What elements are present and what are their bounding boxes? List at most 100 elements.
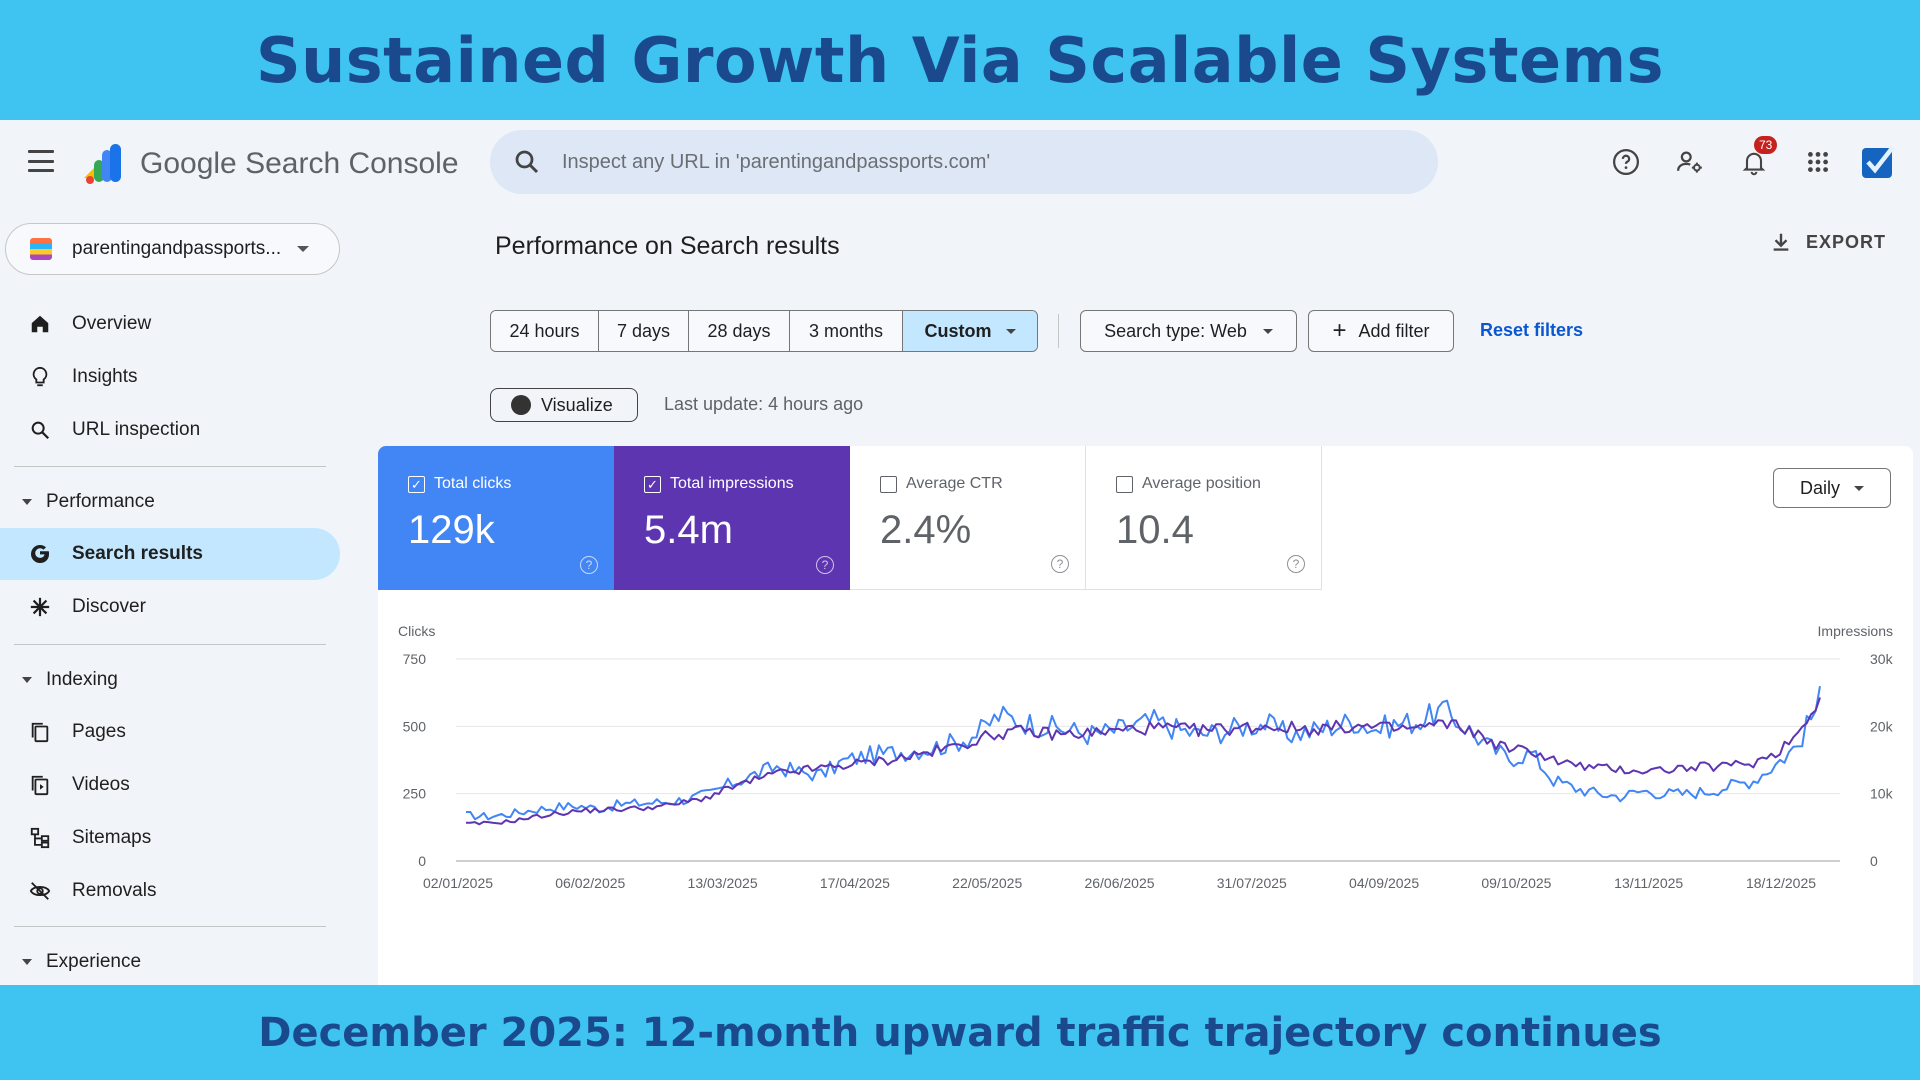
- sidebar-item-url-inspection[interactable]: URL inspection: [0, 404, 340, 456]
- x-tick-label: 04/09/2025: [1349, 875, 1419, 891]
- section-indexing[interactable]: Indexing: [0, 660, 340, 700]
- property-selector[interactable]: parentingandpassports...: [5, 223, 340, 275]
- banner-caption: December 2025: 12-month upward traffic t…: [258, 1009, 1662, 1056]
- notifications-icon[interactable]: 73: [1734, 136, 1778, 182]
- metric-value: 2.4%: [880, 508, 972, 552]
- property-favicon: [30, 238, 52, 260]
- visualize-icon: [511, 395, 531, 415]
- y-right-tick-label: 10k: [1870, 786, 1894, 802]
- sidebar-item-label: URL inspection: [72, 419, 201, 440]
- section-label: Performance: [46, 491, 155, 512]
- sidebar-item-pages[interactable]: Pages: [0, 706, 340, 758]
- y-left-axis-label: Clicks: [398, 623, 435, 639]
- pages-icon: [26, 718, 54, 746]
- series-line-impressions: [465, 697, 1821, 826]
- google-g-icon: [26, 540, 54, 568]
- asterisk-icon: [26, 593, 54, 621]
- metric-label: Average CTR: [906, 475, 1003, 492]
- x-tick-label: 22/05/2025: [952, 875, 1022, 891]
- sidebar-item-discover[interactable]: Discover: [0, 581, 340, 633]
- x-tick-label: 17/04/2025: [820, 875, 890, 891]
- sidebar-item-label: Discover: [72, 596, 146, 617]
- bottom-banner: December 2025: 12-month upward traffic t…: [0, 985, 1920, 1080]
- filter-separator: [1058, 314, 1059, 348]
- notifications-badge: 73: [1754, 136, 1778, 154]
- sidebar-item-search-results[interactable]: Search results: [0, 528, 340, 580]
- help-icon[interactable]: ?: [580, 556, 598, 574]
- sitemap-icon: [26, 824, 54, 852]
- sidebar-item-sitemaps[interactable]: Sitemaps: [0, 812, 340, 864]
- y-left-tick-label: 500: [403, 718, 427, 734]
- videos-icon: [26, 771, 54, 799]
- range-7-days[interactable]: 7 days: [599, 311, 689, 351]
- add-filter-label: Add filter: [1358, 320, 1430, 341]
- sidebar-item-label: Removals: [72, 880, 157, 901]
- series-line-clicks: [466, 686, 1821, 821]
- checkbox-icon: [1116, 475, 1133, 493]
- sidebar-divider: [14, 926, 326, 927]
- x-tick-label: 09/10/2025: [1481, 875, 1551, 891]
- search-input[interactable]: [562, 150, 1382, 174]
- reset-filters-link[interactable]: Reset filters: [1480, 320, 1584, 340]
- search-type-filter[interactable]: Search type: Web: [1080, 310, 1297, 352]
- metric-value: 5.4m: [644, 508, 733, 552]
- section-label: Experience: [46, 951, 142, 972]
- metric-average-ctr[interactable]: Average CTR 2.4% ?: [850, 446, 1086, 590]
- search-type-label: Search type: Web: [1104, 320, 1247, 341]
- collapse-icon: [22, 499, 32, 505]
- chevron-down-icon: [297, 246, 310, 252]
- export-button[interactable]: EXPORT: [1770, 230, 1886, 254]
- metric-total-clicks[interactable]: ✓ Total clicks 129k ?: [378, 446, 614, 590]
- sidebar-item-removals[interactable]: Removals: [0, 865, 340, 917]
- x-tick-label: 06/02/2025: [555, 875, 625, 891]
- app-header: Google Search Console 73: [0, 120, 1920, 210]
- metric-total-impressions[interactable]: ✓ Total impressions 5.4m ?: [614, 446, 850, 590]
- add-filter-button[interactable]: + Add filter: [1308, 310, 1454, 352]
- apps-grid-icon[interactable]: [1798, 142, 1838, 182]
- download-icon: [1773, 233, 1789, 251]
- x-tick-label: 18/12/2025: [1746, 875, 1816, 891]
- metric-label: Total impressions: [670, 475, 794, 492]
- menu-icon[interactable]: [28, 150, 54, 172]
- url-inspect-search[interactable]: [490, 130, 1438, 194]
- sidebar-item-label: Overview: [72, 313, 152, 334]
- x-tick-label: 31/07/2025: [1217, 875, 1287, 891]
- y-right-tick-label: 30k: [1870, 651, 1894, 667]
- granularity-select[interactable]: Daily: [1773, 468, 1891, 508]
- performance-card: ✓ Total clicks 129k ? ✓ Total impressions …: [378, 446, 1913, 985]
- section-experience[interactable]: Experience: [0, 942, 340, 982]
- last-update-text: Last update: 4 hours ago: [664, 394, 864, 414]
- range-28-days[interactable]: 28 days: [689, 311, 790, 351]
- y-left-tick-label: 750: [403, 651, 427, 667]
- chevron-down-icon: [1005, 328, 1016, 334]
- range-custom[interactable]: Custom: [903, 311, 1037, 351]
- collapse-icon: [22, 677, 32, 683]
- chevron-down-icon: [1262, 328, 1273, 334]
- visualize-button[interactable]: Visualize: [490, 388, 638, 422]
- x-tick-label: 26/06/2025: [1084, 875, 1154, 891]
- help-icon[interactable]: [1606, 142, 1646, 182]
- search-console-logo: [84, 144, 121, 184]
- sidebar-divider: [14, 466, 326, 467]
- sidebar-item-label: Sitemaps: [72, 827, 152, 848]
- manage-users-icon[interactable]: [1670, 142, 1710, 182]
- account-avatar-icon[interactable]: [1858, 142, 1898, 182]
- help-icon[interactable]: ?: [816, 556, 834, 574]
- sidebar-item-insights[interactable]: Insights: [0, 351, 340, 403]
- metric-label: Total clicks: [434, 475, 512, 492]
- metric-average-position[interactable]: Average position 10.4 ?: [1086, 446, 1322, 590]
- section-performance[interactable]: Performance: [0, 482, 340, 522]
- metric-value: 129k: [408, 508, 495, 552]
- date-range-selector: 24 hours 7 days 28 days 3 months Custom: [490, 310, 1038, 352]
- sidebar-item-overview[interactable]: Overview: [0, 298, 340, 350]
- performance-chart: 0 250 500 750 0 10k 20k 30k Clicks Impressions 02/…: [398, 623, 1894, 891]
- sidebar-item-videos[interactable]: Videos: [0, 759, 340, 811]
- section-label: Indexing: [46, 669, 118, 690]
- x-tick-label: 13/03/2025: [688, 875, 758, 891]
- range-3-months[interactable]: 3 months: [790, 311, 903, 351]
- help-icon[interactable]: ?: [1051, 555, 1069, 573]
- help-icon[interactable]: ?: [1287, 555, 1305, 573]
- search-console-app: Google Search Console 73 parentingandpas…: [0, 120, 1920, 985]
- search-icon: [26, 416, 54, 444]
- range-24-hours[interactable]: 24 hours: [491, 311, 599, 351]
